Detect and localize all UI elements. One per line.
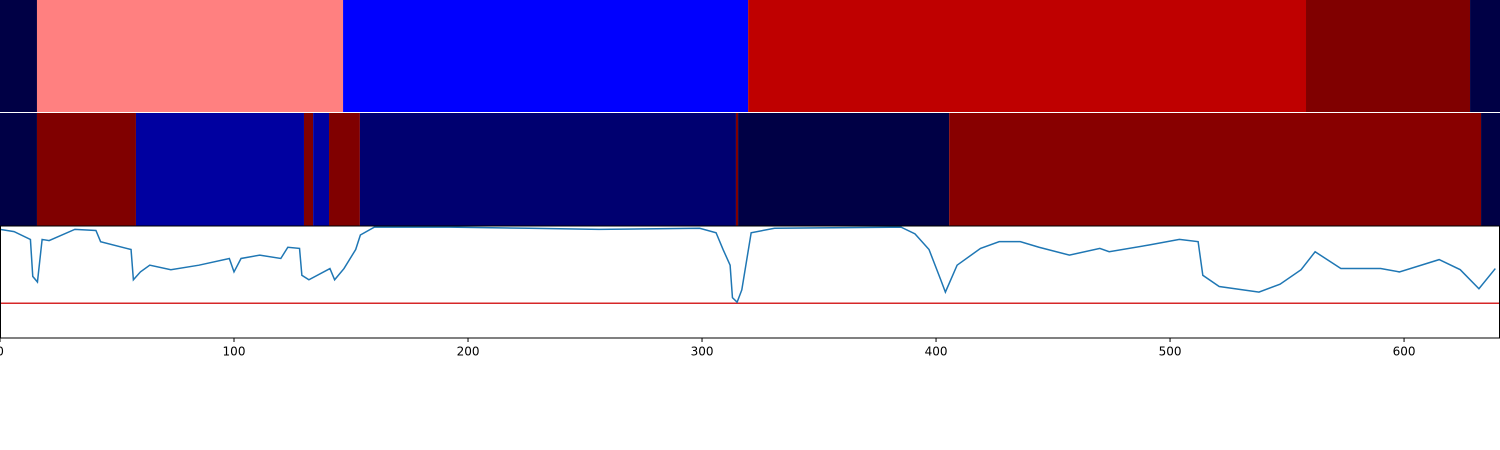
segment [1306,0,1471,112]
series-line [0,226,1496,304]
segment [303,113,314,226]
segment [36,113,136,226]
x-tick-label: 200 [457,345,480,359]
segment [735,113,739,226]
segment [135,113,304,226]
x-tick-label: 100 [223,345,246,359]
segment [949,113,1482,226]
x-tick-label: 300 [691,345,714,359]
segment [1470,0,1500,112]
x-tick-label: 400 [925,345,948,359]
segment [343,0,749,112]
segment [738,113,950,226]
x-tick-label: 0 [0,345,4,359]
segment [36,0,344,112]
segment [359,113,736,226]
segment [329,113,360,226]
segment [1481,113,1500,226]
segment [0,0,37,112]
segment [0,113,37,226]
x-tick-label: 600 [1393,345,1416,359]
x-tick-label: 500 [1159,345,1182,359]
segment [748,0,1307,112]
segment [313,113,330,226]
